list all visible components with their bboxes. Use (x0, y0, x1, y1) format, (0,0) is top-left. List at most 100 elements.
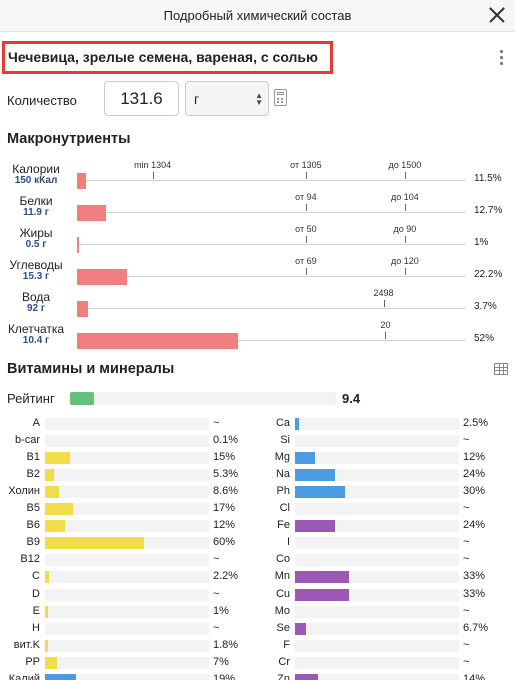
nutrient-bar (45, 605, 209, 618)
nutrient-bar (295, 452, 459, 465)
macro-mark-tick (404, 204, 406, 211)
nutrient-bar (45, 486, 209, 499)
nutrient-bar-fill (45, 656, 57, 669)
quantity-input[interactable] (104, 81, 179, 116)
macro-mark-label: до 90 (393, 224, 417, 234)
macro-mark-label: 2498 (373, 288, 394, 298)
nutrient-name: b-car (14, 434, 40, 447)
nutrient-name: F (283, 638, 290, 651)
macro-row: Вода 92 г 3.7% 2498 (0, 288, 515, 322)
vitamin-row: B9 60% (0, 535, 250, 551)
macro-row: Клетчатка 10.4 г 52% 20 (0, 320, 515, 354)
nutrient-bar-fill (295, 588, 350, 601)
nutrient-bar-fill (45, 537, 144, 550)
macro-mark-label: min 1304 (134, 160, 172, 170)
vitamin-row: A ~ (0, 416, 250, 432)
nutrient-name: B12 (20, 553, 40, 566)
nutrient-bar (295, 639, 459, 652)
mineral-row: Mo ~ (250, 604, 500, 620)
macro-percent: 12.7% (474, 205, 503, 216)
macro-percent: 11.5% (474, 173, 502, 184)
macro-amount: 10.4 г (22, 335, 50, 346)
nutrient-bar-fill (45, 571, 49, 584)
nutrient-name: B1 (26, 451, 40, 464)
nutrient-name: Na (275, 468, 290, 481)
close-icon[interactable] (485, 3, 509, 27)
vitamin-row: вит.K 1.8% (0, 638, 250, 654)
nutrient-name: E (32, 604, 40, 617)
nutrient-bar-fill (295, 622, 307, 635)
nutrient-percent: ~ (463, 638, 470, 651)
unit-select-value: г (194, 91, 200, 107)
mineral-row: Zn 14% (250, 672, 500, 680)
mineral-row: Cr ~ (250, 655, 500, 671)
food-name: Чечевица, зрелые семена, вареная, с соль… (2, 41, 333, 74)
nutrient-bar (295, 486, 459, 499)
nutrient-percent: 19% (213, 672, 236, 680)
macro-bar (77, 269, 128, 285)
nutrient-name: D (32, 587, 40, 600)
nutrient-bar-fill (295, 418, 300, 430)
macro-percent: 52% (474, 333, 495, 344)
macro-mark-tick (404, 268, 406, 275)
macro-amount: 15.3 г (22, 271, 50, 282)
nutrient-name: Co (275, 553, 290, 566)
mineral-row: Mg 12% (250, 450, 500, 466)
unit-select[interactable]: г ▲ ▼ (185, 81, 269, 116)
rating-bar-fill (70, 392, 94, 405)
nutrient-percent: 12% (463, 451, 486, 464)
nutrient-bar-fill (45, 520, 65, 533)
vitamins-title: Витамины и минералы (7, 361, 175, 377)
nutrient-name: Cu (275, 587, 290, 600)
nutrient-percent: 60% (213, 536, 236, 549)
nutrient-name: B5 (26, 502, 40, 515)
nutrient-bar (45, 520, 209, 533)
macro-mark-tick (305, 236, 307, 243)
more-options-icon[interactable] (496, 48, 506, 68)
vitamin-row: B6 12% (0, 518, 250, 534)
table-view-icon[interactable] (494, 363, 508, 375)
nutrient-bar (45, 571, 209, 584)
nutrient-bar (45, 639, 209, 652)
vitamin-row: B5 17% (0, 501, 250, 517)
nutrient-percent: ~ (463, 434, 470, 447)
nutrient-percent: ~ (463, 553, 470, 566)
macro-name: Жиры (19, 226, 53, 240)
macro-name: Калории (12, 162, 60, 176)
nutrient-bar-fill (45, 605, 48, 618)
nutrient-bar (295, 503, 459, 516)
macro-row: Белки 11.9 г 12.7% от 94 до 104 (0, 192, 515, 226)
nutrient-bar (295, 605, 459, 618)
vitamin-row: E 1% (0, 604, 250, 620)
vitamin-row: B2 5.3% (0, 467, 250, 483)
nutrient-percent: ~ (463, 536, 470, 549)
nutrient-percent: 15% (213, 451, 236, 464)
vitamin-row: C 2.2% (0, 569, 250, 585)
macro-name: Клетчатка (7, 322, 65, 336)
nutrient-name: Ph (276, 485, 290, 498)
macro-row: Калории 150 кКал 11.5% min 1304 от 1305 до 15… (0, 160, 515, 194)
macro-name: Вода (21, 290, 51, 304)
macro-mark-tick (404, 236, 406, 243)
nutrient-percent: ~ (463, 604, 470, 617)
calculator-icon[interactable] (274, 89, 287, 106)
nutrient-percent: 6.7% (463, 621, 489, 634)
macro-mark-label: от 1305 (290, 160, 322, 170)
nutrient-name: Холин (8, 485, 40, 498)
rating-label: Рейтинг (7, 391, 55, 406)
nutrient-bar (45, 469, 209, 482)
nutrient-bar-fill (295, 486, 345, 499)
nutrient-bar (45, 554, 209, 567)
mineral-row: Cl ~ (250, 501, 500, 517)
mineral-row: F ~ (250, 638, 500, 654)
macro-mark-tick (152, 172, 154, 179)
macro-scale-line (77, 340, 465, 341)
macro-mark-label: от 69 (295, 256, 317, 266)
nutrient-percent: ~ (213, 621, 220, 634)
title-bar: Подробный химический состав (0, 0, 515, 32)
nutrient-bar-fill (45, 639, 48, 652)
nutrient-percent: 24% (463, 519, 486, 532)
nutrient-bar (45, 622, 209, 635)
nutrient-percent: ~ (463, 655, 470, 668)
macro-scale-line (77, 212, 465, 213)
